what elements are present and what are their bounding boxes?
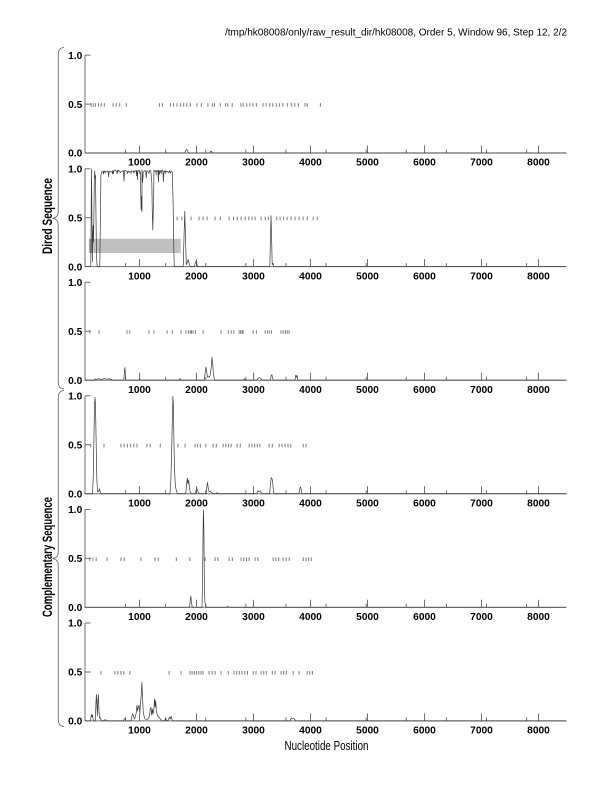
svg-text:0.5: 0.5 (68, 100, 82, 111)
svg-text:0.0: 0.0 (68, 603, 82, 614)
svg-text:4000: 4000 (299, 271, 322, 282)
svg-text:1000: 1000 (128, 158, 151, 169)
svg-text:3000: 3000 (242, 726, 265, 737)
svg-text:4000: 4000 (299, 385, 322, 396)
svg-text:8000: 8000 (527, 726, 550, 737)
svg-text:0.0: 0.0 (68, 262, 82, 273)
svg-text:1000: 1000 (128, 385, 151, 396)
svg-text:7000: 7000 (470, 498, 493, 509)
svg-text:6000: 6000 (413, 612, 436, 623)
svg-text:5000: 5000 (356, 726, 379, 737)
svg-text:8000: 8000 (527, 271, 550, 282)
svg-text:1.0: 1.0 (68, 392, 82, 403)
svg-text:6000: 6000 (413, 385, 436, 396)
svg-text:Complementary Sequence: Complementary Sequence (40, 497, 55, 617)
svg-text:3000: 3000 (242, 271, 265, 282)
svg-text:1.0: 1.0 (68, 51, 82, 62)
svg-text:3000: 3000 (242, 158, 265, 169)
svg-text:5000: 5000 (356, 271, 379, 282)
svg-text:2000: 2000 (185, 612, 208, 623)
svg-text:5000: 5000 (356, 498, 379, 509)
svg-text:0.5: 0.5 (68, 327, 82, 338)
svg-text:4000: 4000 (299, 498, 322, 509)
svg-text:0.5: 0.5 (68, 213, 82, 224)
svg-text:1.0: 1.0 (68, 164, 82, 175)
svg-text:6000: 6000 (413, 158, 436, 169)
svg-text:3000: 3000 (242, 612, 265, 623)
svg-text:2000: 2000 (185, 498, 208, 509)
svg-text:7000: 7000 (470, 271, 493, 282)
svg-text:8000: 8000 (527, 498, 550, 509)
svg-text:5000: 5000 (356, 158, 379, 169)
svg-text:4000: 4000 (299, 612, 322, 623)
svg-text:0.0: 0.0 (68, 489, 82, 500)
svg-text:0.0: 0.0 (68, 717, 82, 728)
svg-text:1000: 1000 (128, 726, 151, 737)
svg-text:2000: 2000 (185, 726, 208, 737)
svg-text:Nucleotide Position: Nucleotide Position (285, 739, 369, 753)
svg-text:0.5: 0.5 (68, 668, 82, 679)
svg-text:7000: 7000 (470, 385, 493, 396)
svg-text:0.0: 0.0 (68, 376, 82, 387)
svg-text:1000: 1000 (128, 612, 151, 623)
svg-text:1000: 1000 (128, 498, 151, 509)
svg-text:0.5: 0.5 (68, 441, 82, 452)
svg-text:2000: 2000 (185, 385, 208, 396)
svg-text:7000: 7000 (470, 158, 493, 169)
svg-text:3000: 3000 (242, 385, 265, 396)
svg-text:/tmp/hk08008/only/raw_result_d: /tmp/hk08008/only/raw_result_dir/hk08008… (225, 28, 567, 39)
svg-text:6000: 6000 (413, 498, 436, 509)
svg-text:1.0: 1.0 (68, 278, 82, 289)
svg-text:7000: 7000 (470, 726, 493, 737)
svg-text:2000: 2000 (185, 158, 208, 169)
svg-text:2000: 2000 (185, 271, 208, 282)
svg-text:4000: 4000 (299, 158, 322, 169)
svg-text:5000: 5000 (356, 612, 379, 623)
svg-text:6000: 6000 (413, 271, 436, 282)
svg-text:1000: 1000 (128, 271, 151, 282)
svg-text:5000: 5000 (356, 385, 379, 396)
svg-text:0.0: 0.0 (68, 149, 82, 160)
svg-text:6000: 6000 (413, 726, 436, 737)
svg-text:8000: 8000 (527, 385, 550, 396)
svg-text:7000: 7000 (470, 612, 493, 623)
svg-text:1.0: 1.0 (68, 505, 82, 516)
svg-text:8000: 8000 (527, 612, 550, 623)
svg-text:1.0: 1.0 (68, 619, 82, 630)
svg-text:4000: 4000 (299, 726, 322, 737)
svg-text:8000: 8000 (527, 158, 550, 169)
svg-text:0.5: 0.5 (68, 554, 82, 565)
svg-text:Dired Sequence: Dired Sequence (40, 178, 55, 254)
svg-text:3000: 3000 (242, 498, 265, 509)
